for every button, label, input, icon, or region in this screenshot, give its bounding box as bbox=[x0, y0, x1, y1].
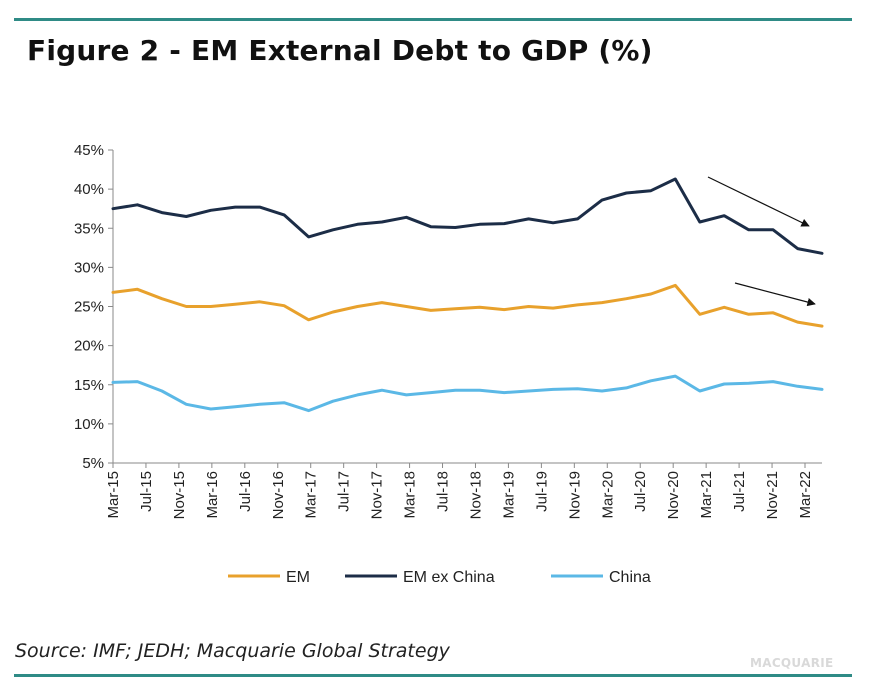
series-line-china bbox=[111, 374, 824, 413]
x-tick-label: Nov-15 bbox=[171, 471, 188, 519]
bottom-rule bbox=[14, 674, 852, 677]
x-tick-label: Mar-22 bbox=[797, 471, 814, 519]
y-tick-label: 35% bbox=[74, 220, 104, 237]
x-tick-label: Mar-16 bbox=[204, 471, 221, 519]
x-tick-label: Nov-21 bbox=[764, 471, 781, 519]
arrow-em bbox=[734, 282, 816, 307]
y-tick-label: 30% bbox=[74, 259, 104, 276]
x-tick-label: Nov-16 bbox=[270, 471, 287, 519]
y-tick-label: 45% bbox=[74, 142, 104, 159]
legend-label: China bbox=[609, 569, 651, 586]
x-tick-label: Jul-21 bbox=[731, 471, 748, 512]
legend-label: EM bbox=[286, 569, 310, 586]
x-tick-label: Jul-18 bbox=[435, 471, 452, 512]
y-tick-label: 20% bbox=[74, 338, 104, 355]
x-tick-label: Nov-17 bbox=[369, 471, 386, 519]
y-tick-label: 15% bbox=[74, 377, 104, 394]
x-tick-label: Mar-20 bbox=[599, 471, 616, 519]
x-tick-label: Jul-16 bbox=[237, 471, 254, 512]
top-rule bbox=[14, 18, 852, 21]
x-tick-label: Mar-15 bbox=[105, 471, 122, 519]
y-tick-label: 5% bbox=[82, 455, 104, 472]
x-tick-label: Mar-19 bbox=[500, 471, 517, 519]
series-line-em-ex-china bbox=[111, 177, 824, 255]
y-tick-label: 40% bbox=[74, 181, 104, 198]
arrow-em-ex-china bbox=[707, 176, 810, 227]
x-tick-label: Jul-20 bbox=[632, 471, 649, 512]
x-tick-label: Mar-21 bbox=[698, 471, 715, 519]
x-tick-label: Jul-17 bbox=[336, 471, 353, 512]
x-tick-label: Jul-15 bbox=[138, 471, 155, 512]
x-tick-label: Nov-19 bbox=[566, 471, 583, 519]
brand-watermark: MACQUARIE bbox=[750, 656, 834, 670]
x-tick-label: Jul-19 bbox=[533, 471, 550, 512]
x-tick-label: Nov-20 bbox=[665, 471, 682, 519]
y-tick-label: 25% bbox=[74, 299, 104, 316]
x-tick-label: Mar-18 bbox=[402, 471, 419, 519]
page-title: Figure 2 - EM External Debt to GDP (%) bbox=[27, 34, 653, 67]
source-note: Source: IMF; JEDH; Macquarie Global Stra… bbox=[15, 640, 450, 662]
series-line-em bbox=[111, 283, 824, 328]
x-tick-label: Mar-17 bbox=[303, 471, 320, 519]
y-tick-label: 10% bbox=[74, 416, 104, 433]
legend-label: EM ex China bbox=[403, 569, 495, 586]
x-tick-label: Nov-18 bbox=[467, 471, 484, 519]
